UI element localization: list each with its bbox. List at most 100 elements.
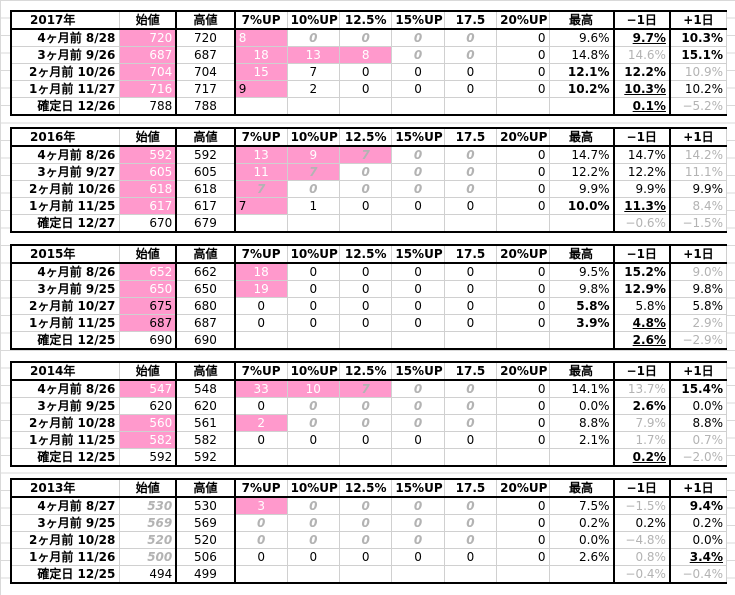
data-cell[interactable]: 8.8% bbox=[548, 414, 615, 432]
column-header[interactable]: +1日 bbox=[669, 361, 727, 381]
data-cell[interactable]: 10.3% bbox=[613, 80, 671, 98]
data-cell[interactable]: 0 bbox=[443, 531, 498, 549]
data-cell[interactable]: 650 bbox=[175, 280, 236, 298]
data-cell[interactable]: 0 bbox=[496, 496, 550, 515]
data-cell[interactable]: −0.4% bbox=[669, 565, 727, 584]
data-cell[interactable]: 0 bbox=[391, 414, 445, 432]
data-cell[interactable]: 704 bbox=[119, 63, 178, 81]
data-cell[interactable] bbox=[443, 331, 498, 350]
data-cell[interactable]: 788 bbox=[175, 97, 236, 116]
data-cell[interactable]: 0 bbox=[338, 514, 393, 532]
data-cell[interactable]: 592 bbox=[119, 448, 178, 467]
data-cell[interactable] bbox=[548, 97, 615, 116]
data-cell[interactable] bbox=[496, 214, 550, 233]
column-header[interactable]: 17.5 bbox=[443, 361, 498, 381]
data-cell[interactable]: 0 bbox=[286, 262, 340, 281]
data-cell[interactable]: 0 bbox=[443, 314, 498, 332]
data-cell[interactable]: 0 bbox=[496, 262, 550, 281]
data-cell[interactable]: 0 bbox=[338, 80, 393, 98]
row-label[interactable]: 4ヶ月前 8/26 bbox=[10, 262, 121, 281]
data-cell[interactable]: 9.6% bbox=[548, 28, 615, 47]
column-header[interactable]: 高値 bbox=[175, 127, 236, 147]
row-label[interactable]: 2ヶ月前 10/28 bbox=[10, 414, 121, 432]
data-cell[interactable] bbox=[391, 565, 445, 584]
data-cell[interactable]: 0 bbox=[496, 280, 550, 298]
data-cell[interactable]: 5.8% bbox=[548, 297, 615, 315]
data-cell[interactable]: 9.8% bbox=[669, 280, 727, 298]
data-cell[interactable]: 520 bbox=[175, 531, 236, 549]
column-header[interactable]: 12.5% bbox=[338, 10, 393, 30]
data-cell[interactable]: 15.2% bbox=[613, 262, 671, 281]
data-cell[interactable]: 0 bbox=[496, 431, 550, 449]
data-cell[interactable]: 690 bbox=[119, 331, 178, 350]
data-cell[interactable]: 18 bbox=[234, 262, 288, 281]
row-label[interactable]: 2ヶ月前 10/26 bbox=[10, 180, 121, 198]
data-cell[interactable]: 0 bbox=[286, 280, 340, 298]
data-cell[interactable]: 0 bbox=[338, 531, 393, 549]
column-header[interactable]: 高値 bbox=[175, 361, 236, 381]
data-cell[interactable] bbox=[286, 448, 340, 467]
row-label[interactable]: 確定日 12/25 bbox=[10, 448, 121, 467]
data-cell[interactable]: 0 bbox=[443, 28, 498, 47]
data-cell[interactable]: 0 bbox=[338, 262, 393, 281]
row-label[interactable]: 2ヶ月前 10/27 bbox=[10, 297, 121, 315]
data-cell[interactable]: 0 bbox=[391, 297, 445, 315]
data-cell[interactable]: 13.7% bbox=[613, 379, 671, 398]
data-cell[interactable]: 0 bbox=[338, 314, 393, 332]
data-cell[interactable]: 7.9% bbox=[613, 414, 671, 432]
data-cell[interactable]: 0 bbox=[443, 280, 498, 298]
data-cell[interactable]: 0 bbox=[391, 397, 445, 415]
data-cell[interactable]: 7 bbox=[286, 63, 340, 81]
column-header[interactable]: +1日 bbox=[669, 10, 727, 30]
column-header[interactable]: 10%UP bbox=[286, 244, 340, 264]
data-cell[interactable]: 1.7% bbox=[613, 431, 671, 449]
data-cell[interactable] bbox=[548, 448, 615, 467]
data-cell[interactable]: 0 bbox=[338, 496, 393, 515]
data-cell[interactable] bbox=[391, 214, 445, 233]
data-cell[interactable]: 687 bbox=[175, 314, 236, 332]
data-cell[interactable]: 0 bbox=[496, 145, 550, 164]
data-cell[interactable] bbox=[548, 331, 615, 350]
data-cell[interactable]: 0.7% bbox=[669, 431, 727, 449]
column-header[interactable]: 始値 bbox=[119, 127, 178, 147]
data-cell[interactable]: 0 bbox=[338, 63, 393, 81]
column-header[interactable]: 10%UP bbox=[286, 10, 340, 30]
data-cell[interactable]: 618 bbox=[175, 180, 236, 198]
data-cell[interactable]: 4.8% bbox=[613, 314, 671, 332]
data-cell[interactable]: 547 bbox=[119, 379, 178, 398]
column-header[interactable]: +1日 bbox=[669, 127, 727, 147]
year-label[interactable]: 2017年 bbox=[10, 10, 121, 30]
data-cell[interactable]: 0 bbox=[443, 180, 498, 198]
column-header[interactable]: 17.5 bbox=[443, 478, 498, 498]
data-cell[interactable]: 0 bbox=[496, 28, 550, 47]
data-cell[interactable]: 9 bbox=[286, 145, 340, 164]
data-cell[interactable] bbox=[443, 97, 498, 116]
data-cell[interactable]: 0 bbox=[234, 397, 288, 415]
data-cell[interactable]: −0.4% bbox=[613, 565, 671, 584]
data-cell[interactable]: 0.0% bbox=[669, 397, 727, 415]
data-cell[interactable]: 0 bbox=[286, 514, 340, 532]
column-header[interactable]: 始値 bbox=[119, 10, 178, 30]
column-header[interactable]: 始値 bbox=[119, 478, 178, 498]
column-header[interactable]: 最高 bbox=[548, 244, 615, 264]
data-cell[interactable]: 716 bbox=[119, 80, 178, 98]
column-header[interactable]: −1日 bbox=[613, 478, 671, 498]
data-cell[interactable] bbox=[496, 565, 550, 584]
column-header[interactable]: 高値 bbox=[175, 10, 236, 30]
data-cell[interactable]: 2.6% bbox=[613, 397, 671, 415]
data-cell[interactable]: 0.2% bbox=[613, 514, 671, 532]
data-cell[interactable]: 2.6% bbox=[613, 331, 671, 350]
data-cell[interactable] bbox=[443, 448, 498, 467]
column-header[interactable]: 高値 bbox=[175, 244, 236, 264]
data-cell[interactable]: 0 bbox=[391, 514, 445, 532]
data-cell[interactable]: 0.2% bbox=[613, 448, 671, 467]
data-cell[interactable]: 0.8% bbox=[613, 548, 671, 566]
data-cell[interactable]: 0 bbox=[496, 314, 550, 332]
data-cell[interactable]: 3.4% bbox=[669, 548, 727, 566]
data-cell[interactable]: 0 bbox=[443, 262, 498, 281]
column-header[interactable]: 12.5% bbox=[338, 478, 393, 498]
data-cell[interactable]: 13 bbox=[234, 145, 288, 164]
data-cell[interactable]: 569 bbox=[119, 514, 178, 532]
column-header[interactable]: 20%UP bbox=[496, 10, 550, 30]
data-cell[interactable]: 7 bbox=[286, 163, 340, 181]
